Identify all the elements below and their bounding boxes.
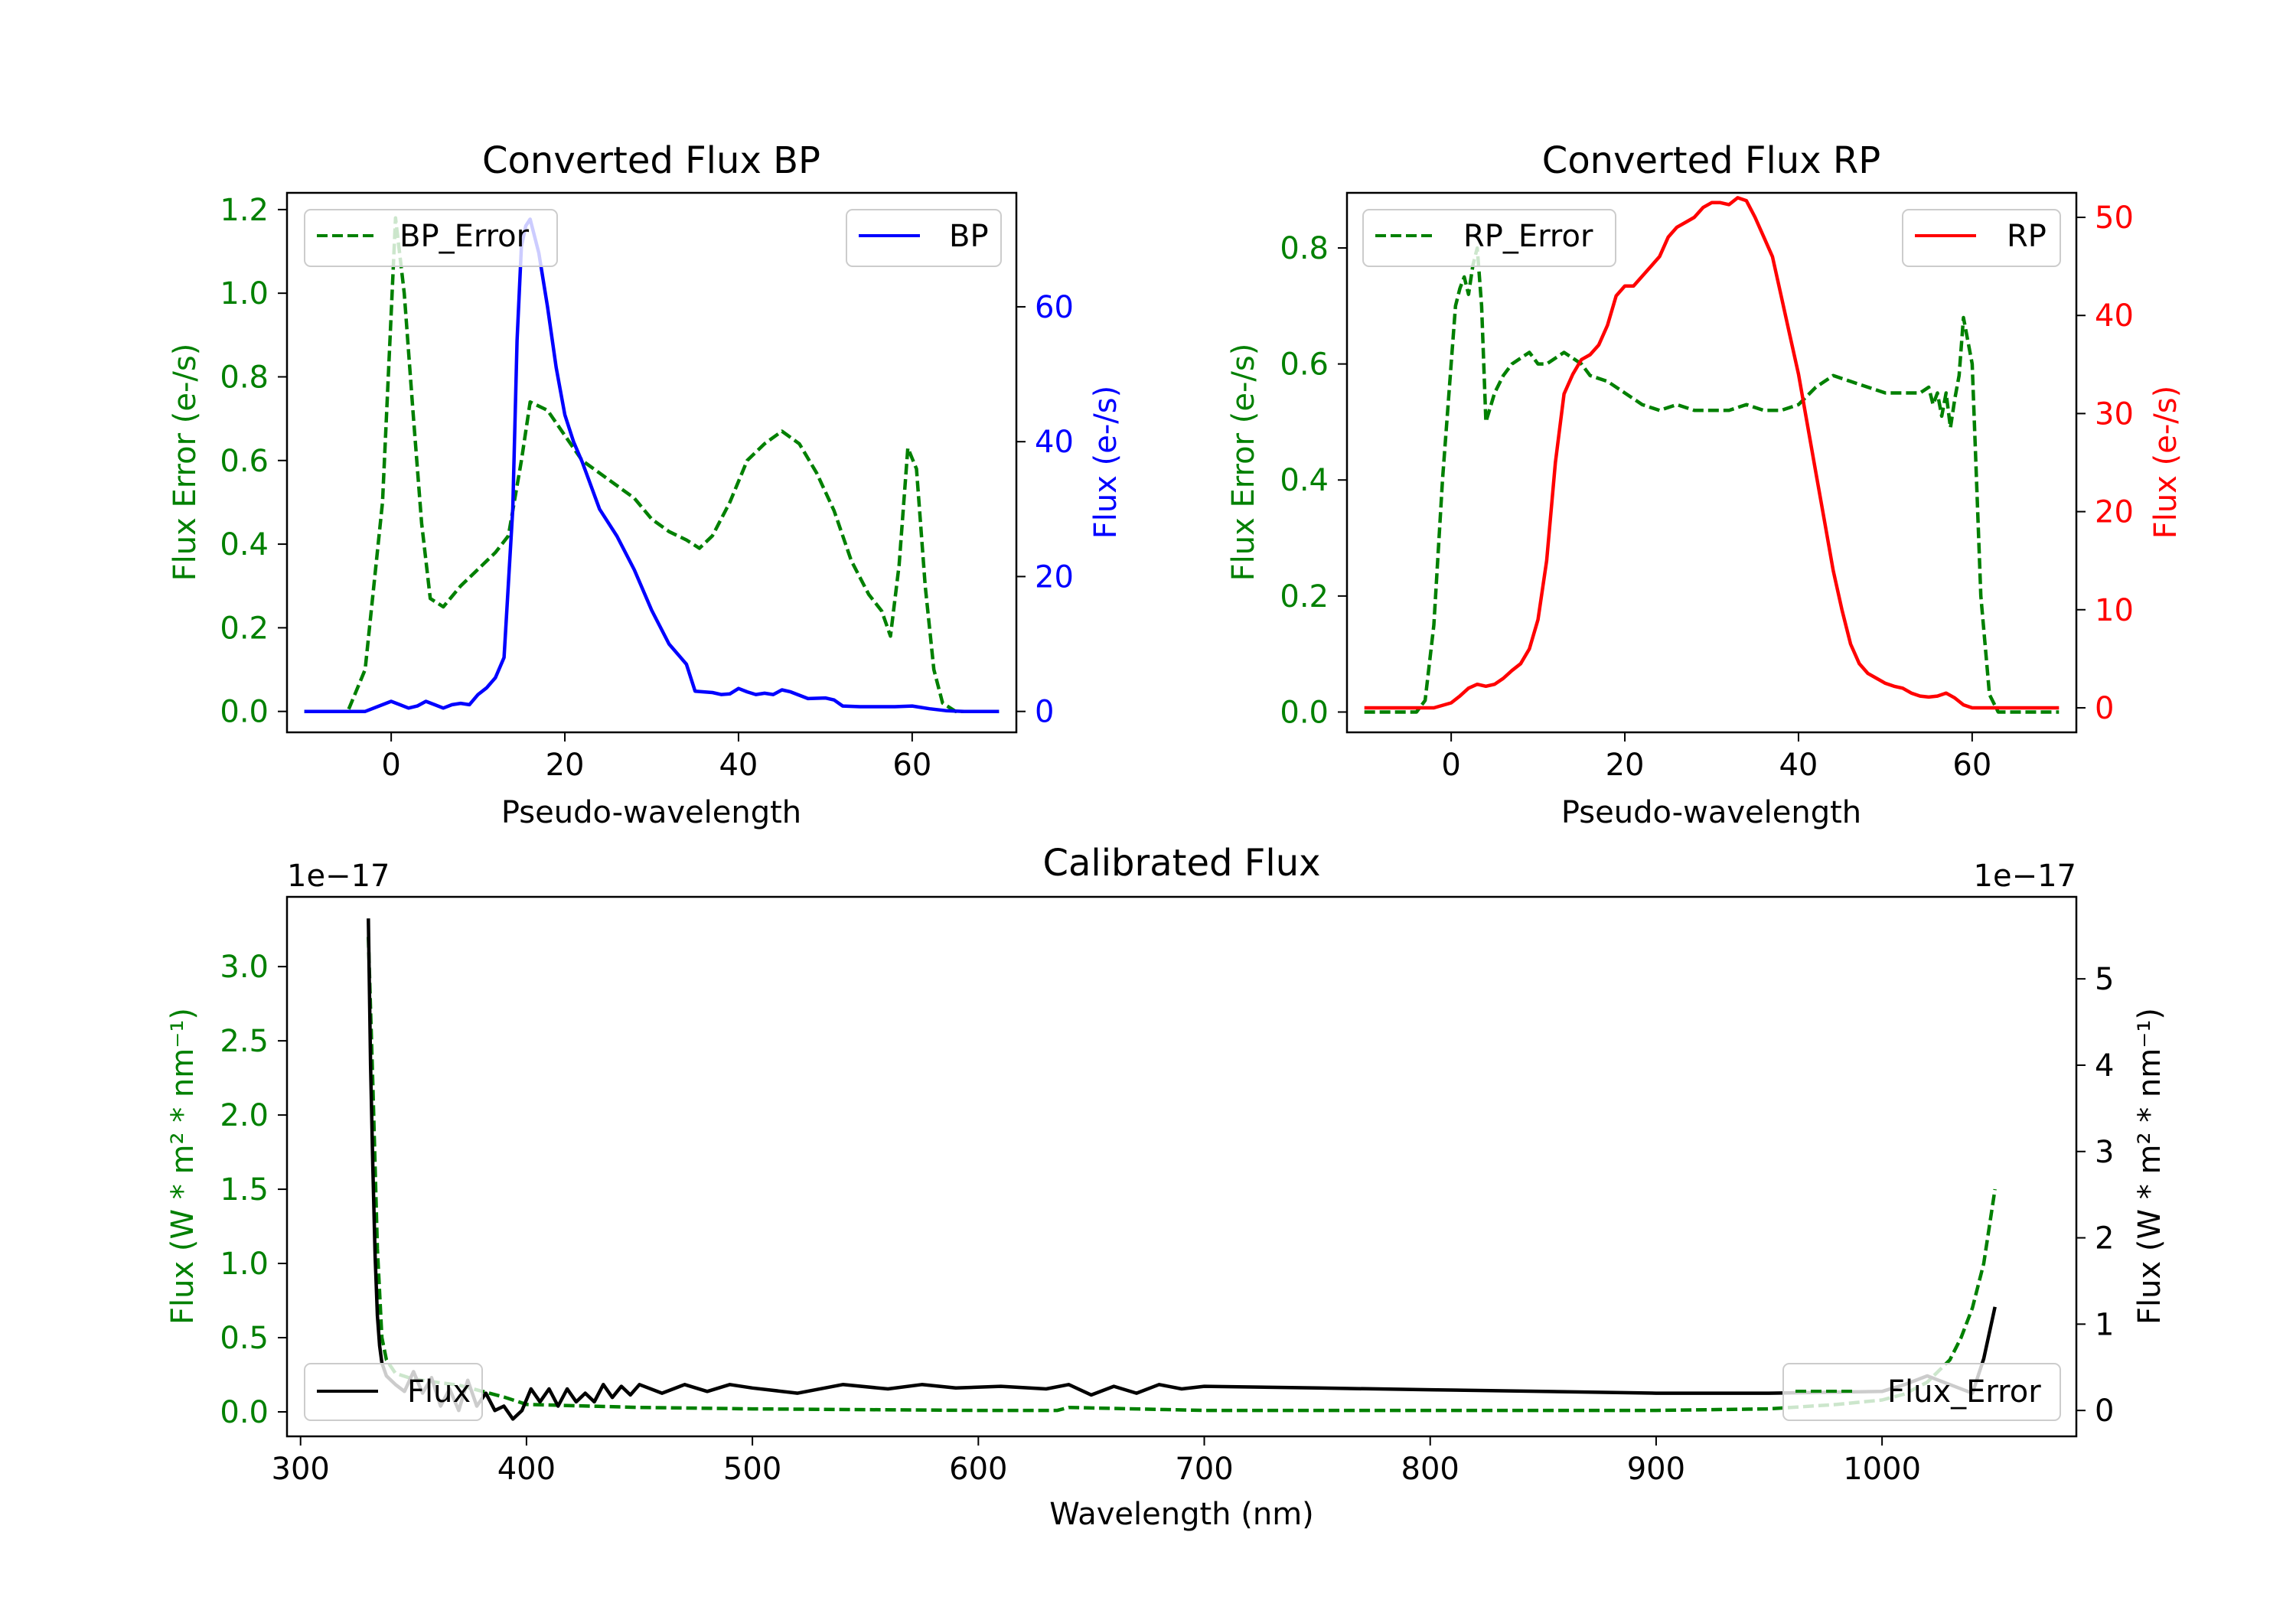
bp-plot-area (285, 191, 1018, 734)
bp-y-right-tick-label: 20 (1035, 559, 1074, 595)
calibrated-x-tick-label: 800 (1401, 1452, 1459, 1487)
bp-y-left-tick-label: 1.0 (220, 276, 269, 311)
bp-series-bp (304, 217, 1000, 713)
rp-y-left-tick-label: 0.8 (1280, 231, 1329, 266)
calibrated-legend-flux-box (304, 1363, 483, 1421)
bp-legend-error-label: BP_Error (400, 219, 530, 254)
bp-y-left-tick-label: 0.6 (220, 444, 269, 479)
calibrated-y-left-tick-label: 0.0 (220, 1395, 269, 1430)
bp-legend-error: BP_Error (304, 209, 558, 267)
rp-legend-flux-box (1902, 209, 2061, 267)
bp-y-left-tick-label: 0.0 (220, 695, 269, 730)
calibrated-y-right-tick-label: 3 (2095, 1135, 2114, 1170)
bp-y-left-label: Flux Error (e-/s) (168, 344, 203, 582)
rp-legend-flux-label: RP (2007, 219, 2047, 254)
rp-y-right-label: Flux (e-/s) (2148, 386, 2183, 539)
rp-title: Converted Flux RP (1542, 139, 1880, 182)
bp-x-axis-label: Pseudo-wavelength (501, 795, 801, 830)
rp-x-tick-label: 0 (1441, 748, 1460, 783)
calibrated-y-left-tick-label: 1.5 (220, 1172, 269, 1208)
rp-y-right-tick-label: 40 (2095, 298, 2134, 334)
calibrated-legend-flux: Flux (304, 1363, 483, 1421)
chart-rp: Converted Flux RP Pseudo-wavelength Flux… (1226, 139, 2183, 830)
calibrated-y-left-tick-label: 2.0 (220, 1098, 269, 1133)
rp-series-rp (1364, 196, 2060, 710)
calibrated-y-right-tick-label: 4 (2095, 1048, 2114, 1084)
rp-y-left-tick-label: 0.0 (1280, 695, 1329, 730)
rp-ticks: 0 20 40 60 0.0 0.2 0.4 0.6 0.8 0 10 20 30 40 50 (1280, 200, 2134, 783)
calibrated-y-right-tick-label: 2 (2095, 1221, 2114, 1257)
calibrated-plot-area (285, 895, 2078, 1438)
rp-y-left-tick-label: 0.6 (1280, 347, 1329, 383)
rp-y-right-tick-label: 0 (2095, 691, 2114, 726)
rp-legend-error: RP_Error (1362, 209, 1616, 267)
rp-y-right-tick-label: 10 (2095, 593, 2134, 628)
calibrated-y-left-tick-label: 3.0 (220, 950, 269, 985)
calibrated-x-tick-label: 300 (272, 1452, 330, 1487)
calibrated-legend-error-box (1782, 1363, 2061, 1421)
bp-x-tick-label: 0 (381, 748, 400, 783)
bp-series-bp-error (304, 216, 1000, 713)
rp-legend-error-label: RP_Error (1463, 219, 1593, 254)
bp-x-tick-label: 40 (719, 748, 758, 783)
bp-legend-flux-box (846, 209, 1002, 267)
rp-x-tick-label: 40 (1779, 748, 1818, 783)
bp-ticks: 0 20 40 60 0.0 0.2 0.4 0.6 0.8 1.0 1.2 0 20 40 60 (220, 193, 1074, 783)
bp-title: Converted Flux BP (482, 139, 820, 182)
rp-legend-error-box (1362, 209, 1616, 267)
rp-plot-area (1345, 191, 2078, 734)
calibrated-legend-error-label: Flux_Error (1887, 1374, 2041, 1410)
rp-y-right-tick-label: 20 (2095, 495, 2134, 530)
calibrated-x-tick-label: 400 (497, 1452, 556, 1487)
bp-y-left-tick-label: 0.8 (220, 360, 269, 395)
calibrated-x-axis-label: Wavelength (nm) (1049, 1497, 1314, 1532)
bp-legend-flux-label: BP (949, 219, 989, 254)
bp-legend-flux: BP (846, 209, 1002, 267)
bp-y-left-tick-label: 0.4 (220, 527, 269, 562)
rp-y-right-tick-label: 50 (2095, 200, 2134, 236)
calibrated-ticks: 300 400 500 600 700 800 900 1000 0.0 0.5 1.0 1.5 2.0… (220, 950, 2114, 1487)
rp-y-right-tick-label: 30 (2095, 396, 2134, 432)
rp-y-left-label: Flux Error (e-/s) (1226, 344, 1261, 582)
bp-y-right-label: Flux (e-/s) (1088, 386, 1124, 539)
calibrated-offset-right: 1e−17 (1974, 859, 2076, 894)
calibrated-legend-error: Flux_Error (1782, 1363, 2061, 1421)
bp-y-right-tick-label: 60 (1035, 290, 1074, 325)
calibrated-y-left-tick-label: 1.0 (220, 1247, 269, 1282)
rp-y-left-tick-label: 0.2 (1280, 579, 1329, 614)
bp-y-right-tick-label: 0 (1035, 695, 1054, 730)
rp-y-left-tick-label: 0.4 (1280, 463, 1329, 498)
calibrated-x-tick-label: 600 (949, 1452, 1007, 1487)
calibrated-x-tick-label: 700 (1175, 1452, 1233, 1487)
bp-y-right-tick-label: 40 (1035, 425, 1074, 460)
calibrated-y-right-tick-label: 1 (2095, 1307, 2114, 1342)
calibrated-title: Calibrated Flux (1042, 842, 1320, 885)
calibrated-legend-flux-label: Flux (407, 1374, 471, 1410)
calibrated-y-left-tick-label: 0.5 (220, 1321, 269, 1356)
calibrated-y-right-tick-label: 5 (2095, 962, 2114, 997)
calibrated-x-tick-label: 500 (723, 1452, 781, 1487)
calibrated-x-tick-label: 900 (1627, 1452, 1685, 1487)
bp-y-left-tick-label: 0.2 (220, 611, 269, 646)
bp-x-tick-label: 60 (892, 748, 931, 783)
calibrated-y-left-label: Flux (W * m² * nm⁻¹) (165, 1008, 201, 1325)
calibrated-x-tick-label: 1000 (1843, 1452, 1921, 1487)
rp-x-axis-label: Pseudo-wavelength (1561, 795, 1861, 830)
rp-legend-flux: RP (1902, 209, 2061, 267)
calibrated-offset-left: 1e−17 (287, 859, 390, 894)
calibrated-y-right-tick-label: 0 (2095, 1393, 2114, 1429)
chart-bp: Converted Flux BP Pseudo-wavelength Flux… (168, 139, 1124, 830)
bp-x-tick-label: 20 (546, 748, 585, 783)
bp-series (304, 216, 1000, 713)
bp-legend-error-box (304, 209, 558, 267)
calibrated-y-right-label: Flux (W * m² * nm⁻¹) (2132, 1008, 2167, 1325)
rp-x-tick-label: 20 (1606, 748, 1645, 783)
calibrated-y-left-tick-label: 2.5 (220, 1024, 269, 1059)
bp-y-left-tick-label: 1.2 (220, 193, 269, 228)
rp-x-tick-label: 60 (1952, 748, 1991, 783)
chart-calibrated: Calibrated Flux Wavelength (nm) Flux (W … (165, 842, 2167, 1532)
